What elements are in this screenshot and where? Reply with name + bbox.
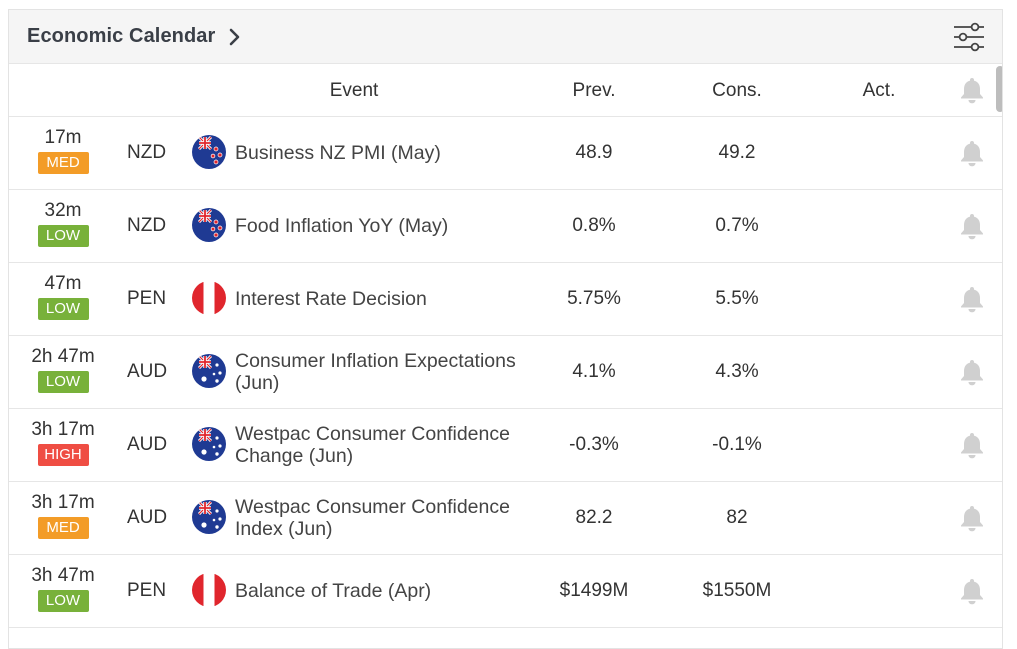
bell-icon[interactable] (959, 504, 985, 532)
time-cell: 2h 47m LOW (21, 346, 105, 393)
time-cell: 3h 17m MED (21, 492, 105, 539)
previous-value: 5.75% (567, 288, 621, 309)
event-name[interactable]: Interest Rate Decision (235, 263, 535, 335)
importance-badge: MED (37, 152, 89, 174)
event-name-text: Balance of Trade (Apr) (235, 580, 432, 602)
currency: PEN (127, 288, 167, 309)
currency: NZD (127, 215, 167, 236)
event-name-text: Business NZ PMI (May) (235, 142, 441, 164)
time-until: 3h 47m (31, 565, 95, 586)
time-until: 17m (44, 127, 82, 148)
event-name-text: Westpac Consumer Confidence Index (Jun) (235, 496, 510, 540)
importance-badge: MED (37, 517, 89, 539)
time-until: 47m (44, 273, 82, 294)
table-row[interactable]: 2h 47m LOW AUD Consumer Inflation Expectati… (9, 336, 1002, 409)
bell-icon[interactable] (959, 358, 985, 386)
currency: AUD (127, 361, 168, 382)
actual-value (819, 263, 939, 335)
event-name-text: Westpac Consumer Confidence Change (Jun) (235, 423, 510, 467)
actual-value (819, 482, 939, 554)
time-cell: 47m LOW (21, 273, 105, 320)
event-name[interactable]: Westpac Consumer Confidence Index (Jun) (235, 482, 535, 554)
table-row[interactable]: 47m LOW PEN Interest Rate Decision 5.75% 5.5% (9, 263, 1002, 336)
actual-value (819, 336, 939, 408)
time-until: 3h 17m (31, 419, 95, 440)
bell-icon[interactable] (959, 577, 985, 605)
column-header-cons: Cons. (712, 80, 762, 101)
chevron-right-icon[interactable] (229, 27, 243, 47)
event-name[interactable]: Balance of Trade (Apr) (235, 555, 535, 627)
flag-nz-icon (192, 135, 226, 169)
previous-value: 0.8% (572, 215, 616, 236)
flag-pe-icon (192, 281, 226, 315)
flag-nz-icon (192, 208, 226, 242)
currency: AUD (127, 507, 168, 528)
importance-badge: HIGH (37, 444, 89, 466)
flag-pe-icon (192, 573, 226, 607)
table-row[interactable]: 3h 47m LOW PEN Balance of Trade (Apr) $1499M… (9, 555, 1002, 628)
column-header-prev: Prev. (572, 80, 616, 101)
currency: PEN (127, 580, 167, 601)
table-header-row: Event Prev. Cons. Act. (9, 64, 1002, 117)
column-header-act: Act. (862, 80, 896, 101)
actual-value (819, 117, 939, 189)
time-cell: 17m MED (21, 127, 105, 174)
event-name[interactable]: Food Inflation YoY (May) (235, 190, 535, 262)
table-row[interactable]: 32m LOW NZD Food Inflation YoY (May) 0.8% 0.7… (9, 190, 1002, 263)
currency: AUD (127, 434, 168, 455)
filter-settings-icon[interactable] (952, 21, 986, 53)
bell-icon[interactable] (959, 212, 985, 240)
bell-icon[interactable] (959, 139, 985, 167)
flag-au-icon (192, 427, 226, 461)
consensus-value: 82 (726, 507, 748, 528)
consensus-value: $1550M (702, 580, 772, 601)
importance-badge: LOW (37, 371, 89, 393)
table-row[interactable]: 17m MED NZD Business NZ PMI (May) 48.9 49.2 (9, 117, 1002, 190)
previous-value: 48.9 (575, 142, 613, 163)
economic-calendar-widget: Economic Calendar Event Prev. Cons. Act.… (8, 9, 1003, 649)
column-header-event: Event (329, 80, 379, 101)
events-table: Event Prev. Cons. Act. 17m MED NZD Business… (9, 64, 1002, 628)
consensus-value: -0.1% (712, 434, 762, 455)
event-name-text: Food Inflation YoY (May) (235, 215, 449, 237)
importance-badge: LOW (37, 590, 89, 612)
event-name[interactable]: Business NZ PMI (May) (235, 117, 535, 189)
event-name-text: Interest Rate Decision (235, 288, 427, 310)
actual-value (819, 555, 939, 627)
time-cell: 32m LOW (21, 200, 105, 247)
previous-value: 4.1% (572, 361, 616, 382)
time-cell: 3h 17m HIGH (21, 419, 105, 466)
time-cell: 3h 47m LOW (21, 565, 105, 612)
event-name[interactable]: Westpac Consumer Confidence Change (Jun) (235, 409, 535, 481)
actual-value (819, 190, 939, 262)
event-name[interactable]: Consumer Inflation Expectations (Jun) (235, 336, 535, 408)
importance-badge: LOW (37, 298, 89, 320)
bell-icon[interactable] (959, 431, 985, 459)
scrollbar-thumb[interactable] (996, 66, 1002, 112)
currency: NZD (127, 142, 167, 163)
time-until: 3h 17m (31, 492, 95, 513)
event-name-text: Consumer Inflation Expectations (Jun) (235, 350, 516, 394)
time-until: 2h 47m (31, 346, 95, 367)
widget-header: Economic Calendar (9, 10, 1002, 64)
flag-au-icon (192, 500, 226, 534)
bell-icon[interactable] (959, 76, 985, 104)
table-row[interactable]: 3h 17m HIGH AUD Westpac Consumer Confidence… (9, 409, 1002, 482)
previous-value: -0.3% (569, 434, 619, 455)
importance-badge: LOW (37, 225, 89, 247)
consensus-value: 0.7% (715, 215, 759, 236)
previous-value: 82.2 (575, 507, 613, 528)
table-row[interactable]: 3h 17m MED AUD Westpac Consumer Confidence … (9, 482, 1002, 555)
flag-au-icon (192, 354, 226, 388)
bell-icon[interactable] (959, 285, 985, 313)
previous-value: $1499M (559, 580, 629, 601)
time-until: 32m (44, 200, 82, 221)
consensus-value: 49.2 (718, 142, 756, 163)
actual-value (819, 409, 939, 481)
widget-title[interactable]: Economic Calendar (27, 25, 216, 47)
consensus-value: 4.3% (715, 361, 759, 382)
consensus-value: 5.5% (715, 288, 759, 309)
